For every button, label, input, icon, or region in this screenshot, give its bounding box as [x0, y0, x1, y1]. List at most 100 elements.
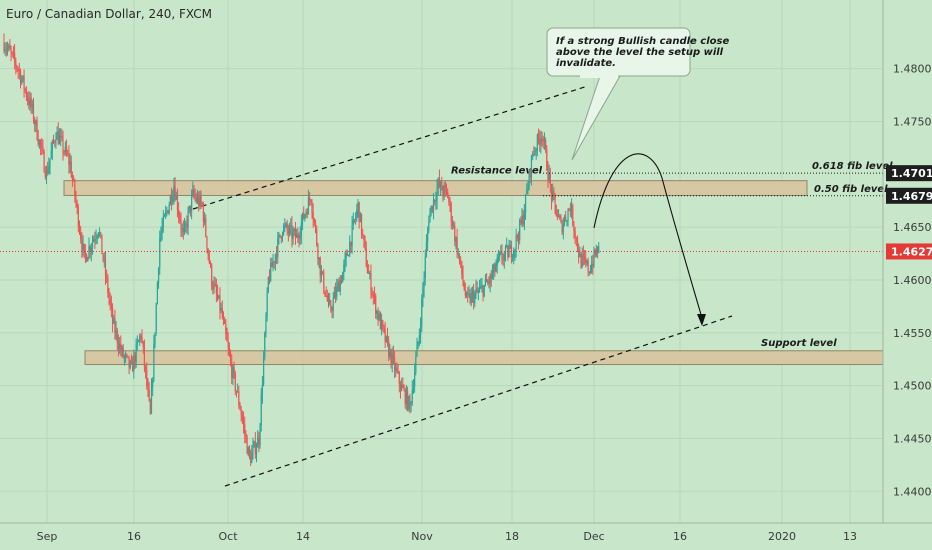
candle-body [96, 236, 98, 239]
price-tick-label: 1.44500 [893, 432, 932, 445]
candle-body [285, 223, 287, 226]
candle-body [327, 299, 330, 301]
candle-body [141, 337, 143, 342]
candle-body [199, 195, 201, 207]
candle-body [353, 219, 356, 221]
candle-body [4, 49, 6, 51]
candle-body [248, 447, 251, 457]
candle-body [351, 224, 353, 247]
candle-body [284, 225, 286, 227]
candle-body [535, 150, 537, 152]
candles [3, 33, 600, 466]
candle-body [14, 52, 16, 61]
candle-body [377, 311, 379, 321]
candle-body [337, 282, 339, 287]
candle-body [305, 211, 307, 215]
candle-body [232, 367, 234, 378]
candle-body [526, 190, 528, 195]
candle-body [65, 146, 68, 154]
candle-body [25, 89, 28, 97]
candle-body [541, 138, 543, 140]
candle-body [471, 291, 474, 294]
candle-body [530, 155, 533, 178]
candle-body [296, 234, 298, 238]
candle-body [368, 272, 370, 274]
candle-body [435, 200, 437, 202]
candle-body [333, 291, 335, 299]
candle-body [145, 366, 147, 370]
candle-body [319, 257, 321, 277]
candle-body [310, 199, 312, 202]
fib-price-badge [886, 165, 932, 182]
candle-body [508, 248, 510, 258]
candle-body [497, 256, 500, 258]
candle-body [185, 223, 187, 225]
candle-body [304, 214, 306, 219]
candle-body [200, 195, 202, 204]
candle-body [216, 293, 219, 299]
candle-body [331, 310, 333, 312]
candle-body [70, 161, 72, 177]
candle-body [107, 277, 109, 294]
candle-body [219, 295, 221, 311]
candle-body [80, 232, 82, 240]
candle-body [292, 231, 294, 239]
candle-body [488, 281, 490, 284]
candle-body [440, 181, 442, 187]
candle-body [54, 141, 56, 143]
candle-body [476, 288, 478, 292]
candle-body [77, 206, 79, 228]
candle-body [83, 243, 85, 252]
candle-body [428, 222, 430, 231]
candle-body [37, 139, 39, 145]
candle-body [370, 273, 372, 294]
candle-body [437, 178, 439, 189]
time-tick-label: Nov [411, 530, 433, 543]
candle-body [218, 295, 220, 299]
candle-body [103, 259, 105, 261]
callout-line-1: If a strong Bullish candle close [556, 36, 729, 47]
candle-body [27, 96, 29, 100]
candle-body [209, 263, 212, 265]
candle-body [523, 212, 525, 225]
candle-body [560, 218, 562, 222]
candle-body [31, 103, 33, 108]
candle-body [263, 357, 265, 385]
candle-body [150, 387, 153, 414]
candle-body [424, 256, 426, 278]
candle-body [442, 190, 444, 195]
candle-body [357, 202, 359, 210]
candle-body [369, 273, 371, 275]
candle-body [48, 165, 50, 174]
candle-body [447, 191, 449, 199]
candle-body [513, 251, 515, 258]
candle-body [264, 332, 266, 358]
candle-body [227, 341, 229, 348]
candle-body [504, 246, 507, 254]
candle-body [154, 332, 156, 344]
candle-body [576, 238, 579, 249]
candle-body [419, 326, 422, 336]
candle-body [102, 254, 104, 261]
candle-body [511, 257, 514, 259]
candle-body [24, 88, 26, 90]
candle-body [214, 283, 216, 286]
candle-body [97, 232, 99, 237]
time-tick-label: 14 [296, 530, 310, 543]
candle-body [491, 272, 494, 279]
candle-body [385, 335, 387, 342]
candle-body [517, 238, 520, 241]
candle-body [100, 232, 102, 235]
candle-body [416, 344, 418, 358]
candle-body [372, 294, 374, 296]
candle-body [259, 425, 261, 445]
candle-body [484, 279, 487, 285]
candle-body [23, 75, 25, 89]
candle-body [360, 213, 363, 235]
candle-body [443, 185, 445, 195]
candle-body [580, 253, 582, 267]
candle-body [542, 138, 544, 142]
candle-body [414, 371, 416, 387]
candle-body [10, 49, 12, 53]
candle-body [540, 138, 542, 145]
